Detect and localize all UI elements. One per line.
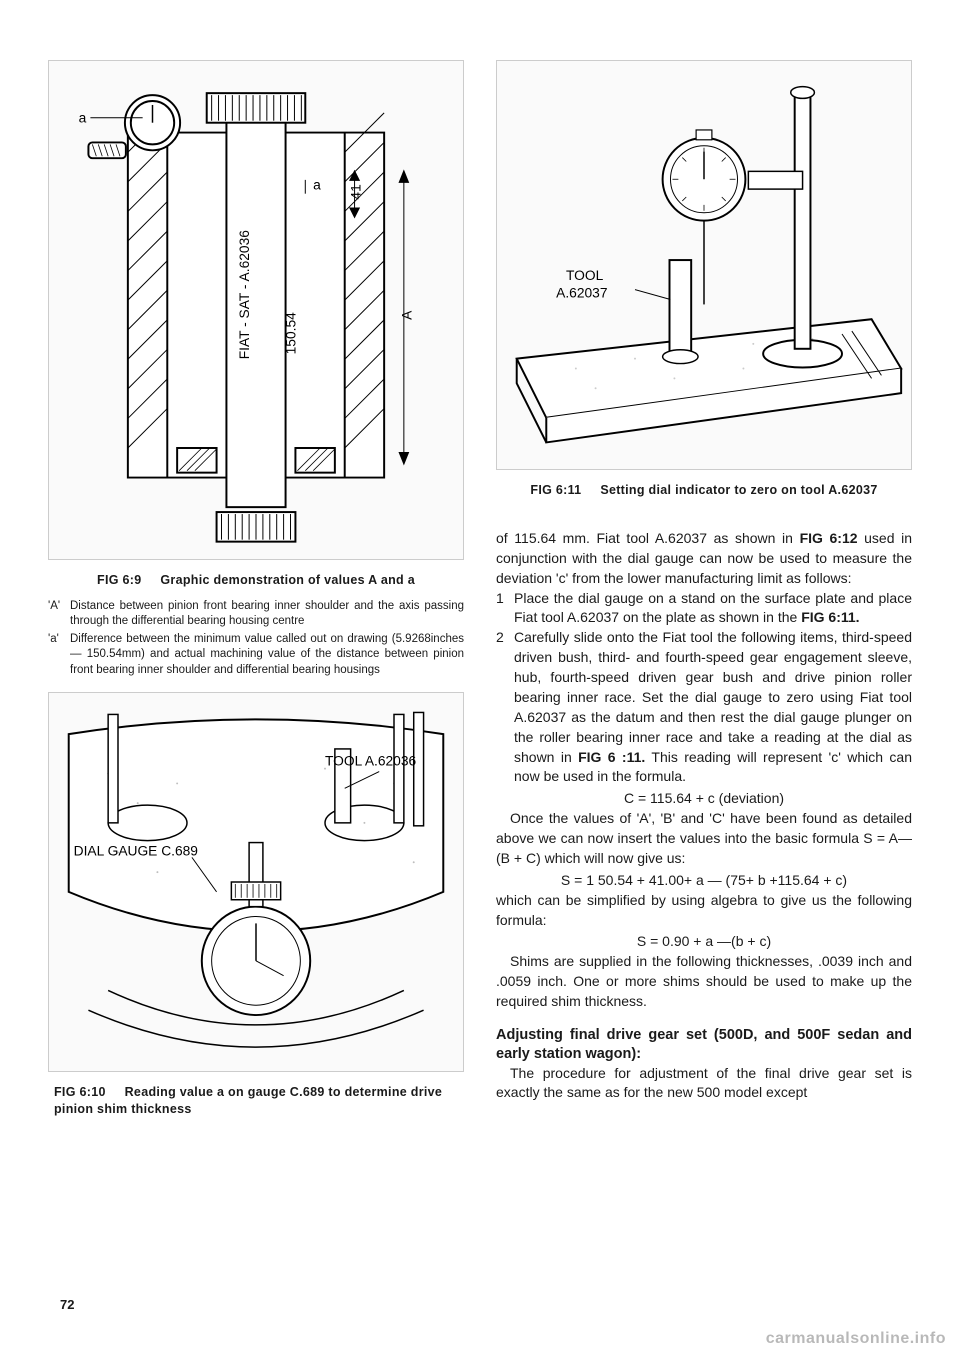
formula-3: S = 0.90 + a —(b + c)	[496, 932, 912, 952]
key-a-text: Difference between the minimum value cal…	[70, 632, 464, 679]
fig611-caption: FIG 6:11 Setting dial indicator to zero …	[496, 482, 912, 499]
list-num-2: 2	[496, 628, 514, 787]
para-1: of 115.64 mm. Fiat tool A.62037 as shown…	[496, 529, 912, 589]
watermark: carmanualsonline.info	[766, 1330, 946, 1348]
label-150: 150.54	[283, 312, 298, 354]
right-column: TOOL A.62037 FIG 6:11 Setting dial indic…	[496, 60, 912, 1132]
list-item-2: 2 Carefully slide onto the Fiat tool the…	[496, 628, 912, 787]
para-3: which can be simplified by using algebra…	[496, 891, 912, 931]
figure-6-9-image: a 41 a A 150.54 FIAT - SAT - A.62036	[48, 60, 464, 560]
fig610-caption-label: FIG 6:10	[54, 1085, 106, 1099]
para-4: Shims are supplied in the following thic…	[496, 952, 912, 1012]
fig69-caption: FIG 6:9 Graphic demonstration of values …	[48, 572, 464, 589]
fig611-caption-label: FIG 6:11	[530, 483, 581, 497]
figure-6-11: TOOL A.62037 FIG 6:11 Setting dial indic…	[496, 60, 912, 499]
list-num-1: 1	[496, 589, 514, 629]
para-2: Once the values of 'A', 'B' and 'C' have…	[496, 809, 912, 869]
fig69-key: 'A' Distance between pinion front bearin…	[48, 599, 464, 679]
body-text: of 115.64 mm. Fiat tool A.62037 as shown…	[496, 529, 912, 1103]
label-tool-top: TOOL	[566, 268, 604, 283]
fig69-caption-label: FIG 6:9	[97, 573, 141, 587]
key-A-letter: 'A'	[48, 599, 70, 630]
heading-adjusting: Adjusting final drive gear set (500D, an…	[496, 1026, 912, 1064]
label-tool-62036: TOOL A.62036	[325, 754, 417, 769]
list-body-1: Place the dial gauge on a stand on the s…	[514, 589, 912, 629]
figure-6-10-image: TOOL A.62036 DIAL GAUGE C.689	[48, 692, 464, 1072]
label-tool-bottom: A.62037	[556, 286, 607, 301]
fig610-svg: TOOL A.62036 DIAL GAUGE C.689	[49, 693, 463, 1071]
key-a-letter: 'a'	[48, 632, 70, 679]
label-A: A	[400, 310, 415, 320]
left-column: a 41 a A 150.54 FIAT - SAT - A.62036 FIG…	[48, 60, 464, 1132]
figure-6-11-image: TOOL A.62037	[496, 60, 912, 470]
fig69-svg: a 41 a A 150.54 FIAT - SAT - A.62036	[49, 61, 463, 559]
para-5: The procedure for adjustment of the fina…	[496, 1064, 912, 1104]
list-item-1: 1 Place the dial gauge on a stand on the…	[496, 589, 912, 629]
figure-6-10: TOOL A.62036 DIAL GAUGE C.689 FIG 6:10 R…	[48, 692, 464, 1118]
fig611-svg: TOOL A.62037	[497, 61, 911, 469]
fig610-caption-text: Reading value a on gauge C.689 to determ…	[54, 1085, 442, 1116]
label-fiat-tool: FIAT - SAT - A.62036	[237, 230, 252, 360]
label-a2: a	[313, 178, 321, 193]
page-number: 72	[60, 1297, 74, 1312]
label-dial-gauge: DIAL GAUGE C.689	[74, 844, 199, 859]
fig69-caption-text: Graphic demonstration of values A and a	[160, 573, 415, 587]
list-body-2: Carefully slide onto the Fiat tool the f…	[514, 628, 912, 787]
key-A-text: Distance between pinion front bearing in…	[70, 599, 464, 630]
fig610-caption: FIG 6:10 Reading value a on gauge C.689 …	[48, 1084, 464, 1118]
key-row-a: 'a' Difference between the minimum value…	[48, 632, 464, 679]
label-a: a	[79, 111, 87, 126]
key-row-A: 'A' Distance between pinion front bearin…	[48, 599, 464, 630]
figure-6-9: a 41 a A 150.54 FIAT - SAT - A.62036 FIG…	[48, 60, 464, 678]
fig611-caption-text: Setting dial indicator to zero on tool A…	[600, 483, 877, 497]
formula-2: S = 1 50.54 + 41.00+ a — (75+ b +115.64 …	[496, 871, 912, 891]
formula-1: C = 115.64 + c (deviation)	[496, 789, 912, 809]
label-41: 41	[348, 184, 363, 199]
